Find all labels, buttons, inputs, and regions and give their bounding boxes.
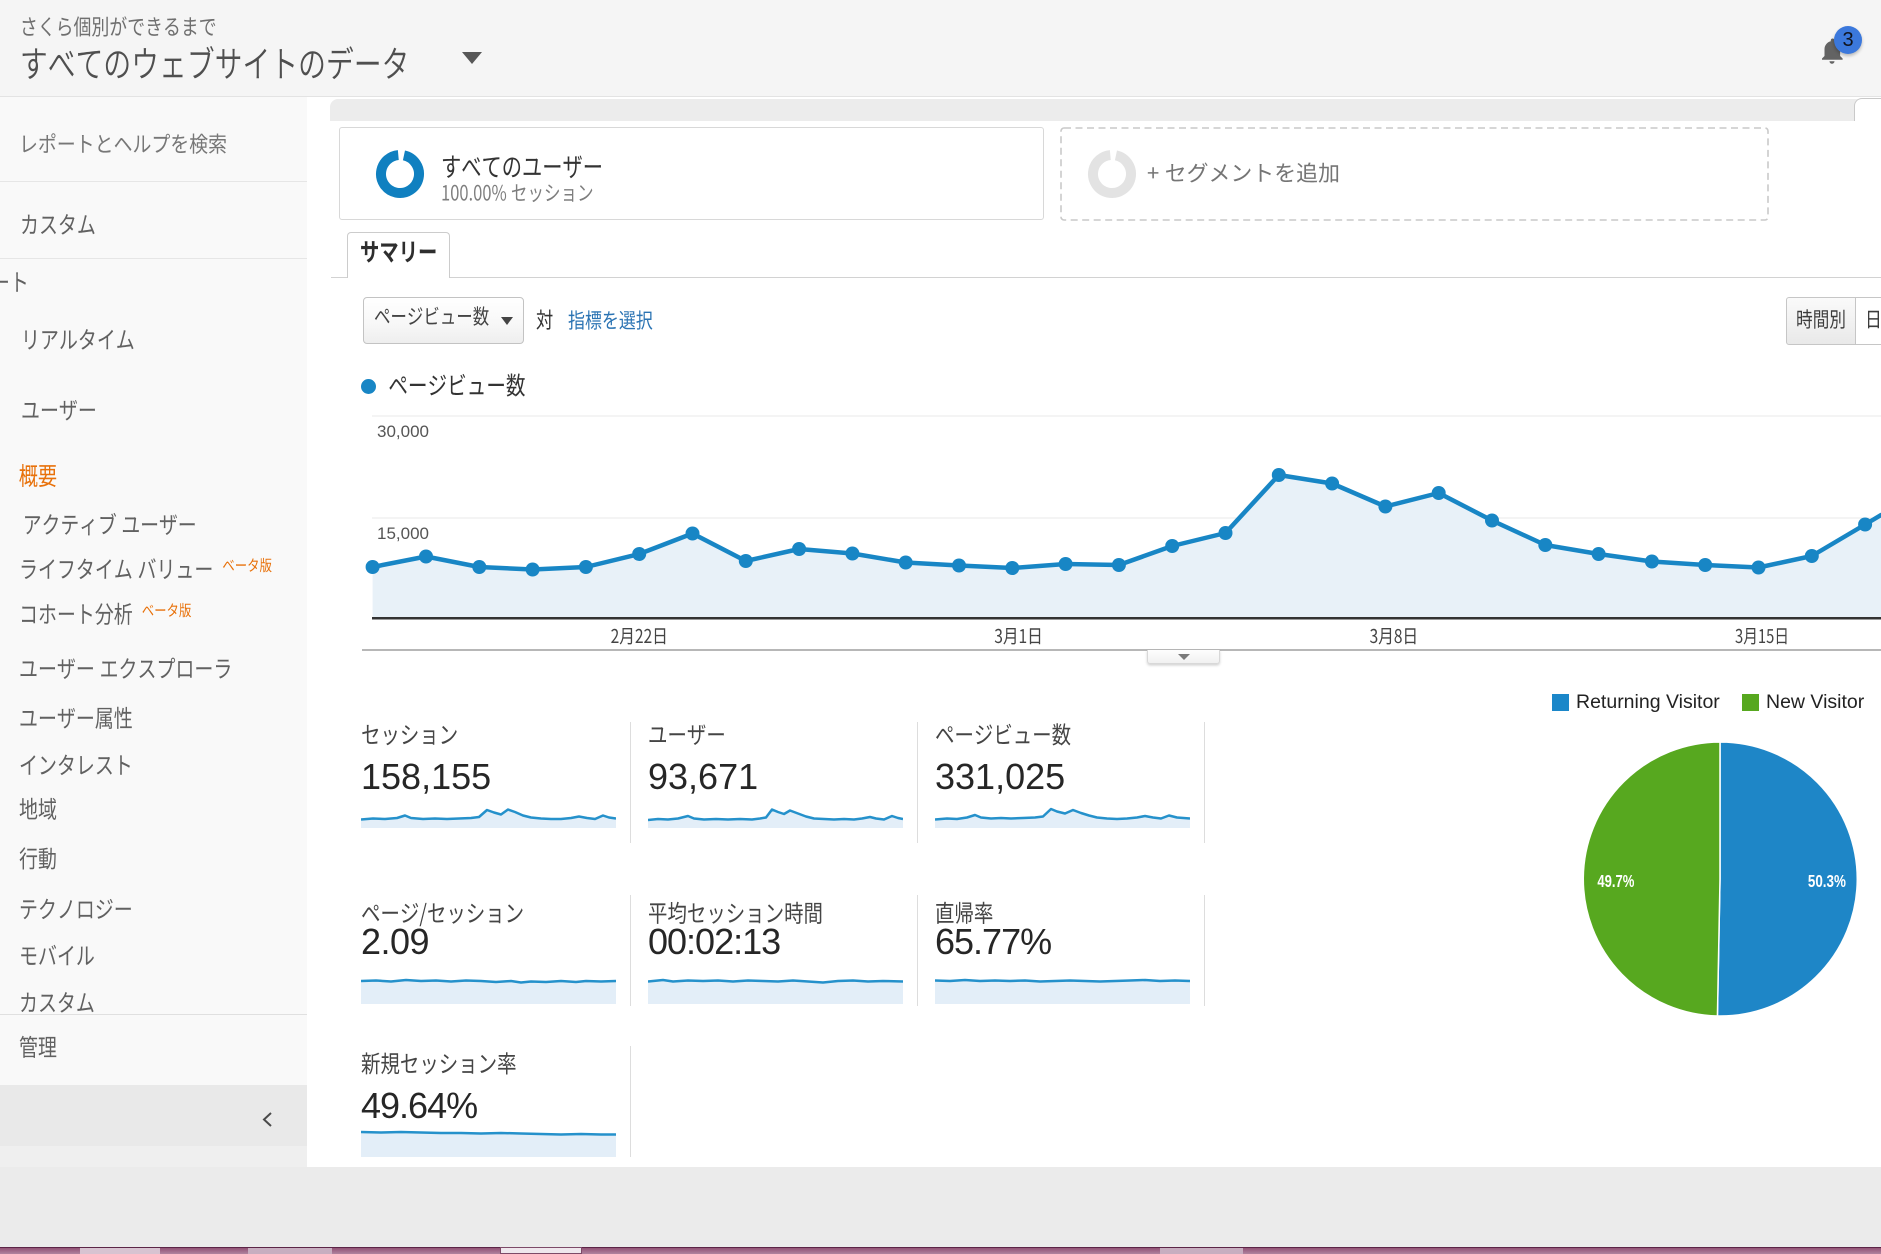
svg-text:49.7%: 49.7%	[1597, 871, 1634, 891]
svg-text:50.3%: 50.3%	[1808, 871, 1846, 891]
